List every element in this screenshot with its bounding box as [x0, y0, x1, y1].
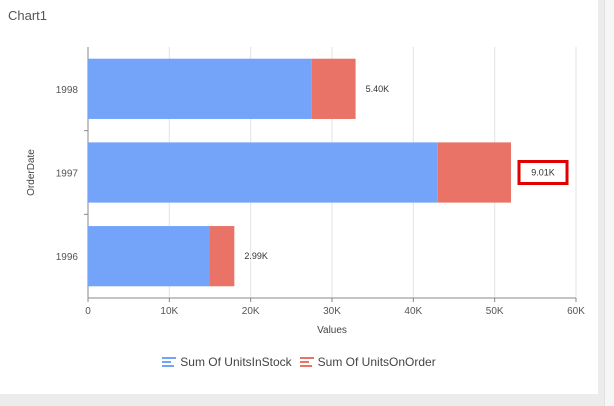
x-tick-label: 10K: [160, 306, 178, 317]
legend-label: Sum Of UnitsInStock: [180, 355, 292, 369]
x-tick-label: 0: [85, 306, 91, 317]
legend-item[interactable]: Sum Of UnitsInStock: [162, 355, 292, 369]
data-label: 9.01K: [531, 168, 555, 178]
bar-series-icon: [162, 357, 177, 367]
data-label-highlight: [517, 160, 569, 185]
x-tick-label: 50K: [486, 306, 504, 317]
bar-segment: [88, 58, 312, 119]
chart-legend: Sum Of UnitsInStock Sum Of UnitsOnOrder: [0, 355, 598, 369]
y-tick-label: 1996: [56, 252, 79, 263]
bar-segment: [437, 142, 512, 203]
x-tick-label: 30K: [323, 306, 341, 317]
bar-segment: [311, 58, 356, 119]
bar-chart: 0 10K 20K 30K 40K 50K 60K Values OrderDate 1998 5.…: [26, 47, 585, 336]
y-axis-title: OrderDate: [26, 149, 37, 196]
data-label: 2.99K: [244, 251, 268, 261]
x-tick-label: 20K: [242, 306, 260, 317]
legend-item[interactable]: Sum Of UnitsOnOrder: [299, 355, 436, 369]
side-scroll-panel[interactable]: [604, 0, 614, 406]
y-tick-label: 1998: [56, 85, 79, 96]
x-tick-label: 60K: [567, 306, 585, 317]
data-label: 5.40K: [366, 84, 390, 94]
chart-panel: Chart1 0 10K 20K 30K 40K 50K 60K Values OrderDat…: [0, 0, 598, 394]
chart-title: Chart1: [8, 8, 48, 23]
x-tick-label: 40K: [404, 306, 422, 317]
x-axis-title: Values: [317, 325, 347, 336]
bar-segment: [210, 226, 235, 287]
legend-label: Sum Of UnitsOnOrder: [317, 355, 436, 369]
bar-segment: [88, 226, 210, 287]
bar-segment: [88, 142, 438, 203]
bar-series-icon: [299, 357, 314, 367]
y-tick-label: 1997: [56, 169, 79, 180]
